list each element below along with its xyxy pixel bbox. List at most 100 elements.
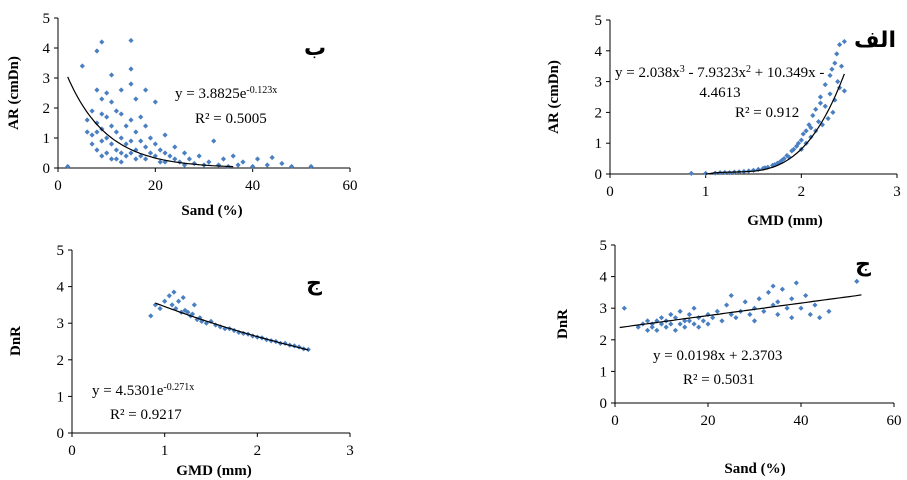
- jim_left-data-point: [282, 340, 288, 346]
- jim_left-r-squared: R² = 0.9217: [110, 407, 182, 423]
- jim_right-data-point: [710, 315, 716, 321]
- jim_right-panel-label: ج: [855, 252, 871, 277]
- jim_right-xtick-label: 60: [887, 413, 902, 429]
- chart-alef-svg: 0 1 2 3 4 5 0 1 2 3 GMD (mm) AR (cmDn) الف y = 2.038x…: [546, 13, 901, 229]
- ba-data-point: [104, 150, 110, 156]
- jim_left-ytick-label: 5: [57, 243, 65, 259]
- jim_right-data-point: [677, 321, 683, 327]
- ba-data-point: [123, 123, 129, 129]
- alef-data-point: [817, 100, 824, 106]
- ba-data-point: [108, 141, 115, 147]
- ba-data-point: [118, 111, 124, 117]
- alef-trendline: [705, 73, 845, 175]
- ba-data-point: [118, 87, 124, 93]
- ba-data-point: [162, 132, 168, 138]
- ba-data-point: [128, 138, 134, 144]
- jim_right-data-point: [761, 308, 767, 314]
- alef-data-point: [777, 159, 783, 165]
- ba-data-point: [128, 150, 134, 156]
- jim_right-data-point: [696, 324, 702, 330]
- ba-data-point: [167, 153, 173, 159]
- alef-xtick-label: 1: [702, 184, 710, 200]
- jim_right-data-point: [817, 315, 823, 321]
- jim_left-data-point: [148, 313, 154, 319]
- ba-data-point: [133, 156, 139, 162]
- alef-data-point: [784, 152, 790, 159]
- ba-data-point: [240, 159, 246, 165]
- alef-data-point: [834, 51, 840, 57]
- ba-data-point: [128, 37, 134, 44]
- jim_right-data-point: [719, 318, 725, 324]
- ba-ytick-label: 1: [43, 131, 51, 147]
- alef-data-point: [827, 91, 833, 97]
- alef-ytick-label: 3: [595, 75, 603, 91]
- ba-data-point: [104, 114, 110, 120]
- alef-data-point: [808, 134, 814, 140]
- jim_right-data-point: [654, 327, 660, 333]
- ba-data-point: [65, 163, 71, 170]
- alef-data-point: [806, 122, 812, 128]
- jim_left-ytick-label: 1: [57, 389, 65, 405]
- ba-data-point: [279, 160, 285, 167]
- ba-data-point: [99, 96, 105, 102]
- ba-y-axis-label: AR (cmDn): [6, 56, 22, 130]
- alef-data-point: [837, 85, 843, 91]
- alef-data-point: [825, 115, 831, 122]
- ba-ytick-label: 2: [43, 101, 51, 117]
- jim_left-ytick-label: 3: [57, 316, 65, 332]
- ba-data-point: [128, 117, 134, 123]
- jim_right-data-point: [728, 292, 734, 299]
- ba-data-point: [108, 72, 115, 78]
- alef-data-point: [781, 156, 787, 162]
- alef-y-axis-label: AR (cmDn): [546, 60, 562, 134]
- jim_left-data-point: [180, 294, 186, 301]
- ba-data-point: [250, 163, 256, 170]
- chart-jim-left-svg: 0 1 2 3 4 5 0 1 2 3 GMD (mm) DnR ج y = 4.5301e-0.271x…: [8, 243, 354, 479]
- chart-ba-svg: 0 1 2 3 4 5 0 20 40 60 Sand (%) AR (cmDn) ب y = 3.882…: [6, 11, 358, 219]
- alef-ytick-label: 4: [595, 44, 603, 60]
- alef-data-point: [810, 112, 816, 119]
- alef-ytick-label: 5: [595, 13, 603, 29]
- ba-data-point: [147, 135, 154, 141]
- ba-data-point: [99, 153, 105, 159]
- ba-data-point: [118, 135, 124, 141]
- jim_left-data-point: [191, 302, 197, 308]
- ba-data-point: [104, 135, 110, 141]
- jim_left-xtick-label: 0: [68, 443, 76, 459]
- alef-data-point: [835, 79, 841, 85]
- ba-data-point: [118, 159, 124, 165]
- jim_left-x-axis-label: GMD (mm): [176, 463, 251, 479]
- jim_right-data-point: [803, 292, 809, 299]
- jim_right-ytick-label: 4: [600, 270, 608, 286]
- alef-data-point: [829, 66, 835, 72]
- ba-xtick-label: 40: [245, 178, 260, 194]
- ba-data-point: [118, 150, 124, 156]
- alef-x-axis-label: GMD (mm): [747, 213, 822, 229]
- alef-ytick-label: 1: [595, 136, 603, 152]
- jim_left-data-point: [162, 298, 168, 304]
- jim_right-data-point: [798, 305, 804, 311]
- ba-data-point: [113, 156, 119, 162]
- alef-data-point: [800, 131, 806, 137]
- jim_right-data-point: [765, 289, 772, 295]
- jim_right-data-point: [789, 296, 795, 302]
- alef-data-point: [822, 103, 828, 109]
- jim_left-data-point: [166, 293, 172, 299]
- jim_right-xtick-label: 20: [701, 413, 716, 429]
- jim_left-data-point: [171, 289, 177, 295]
- ba-data-point: [157, 147, 163, 153]
- jim_left-equation: y = 4.5301e-0.271x: [92, 382, 194, 400]
- jim_right-data-point: [751, 318, 758, 324]
- jim_right-equation: y = 0.0198x + 2.3703: [653, 348, 782, 364]
- jim_right-data-point: [854, 278, 860, 284]
- ba-data-point: [289, 163, 295, 170]
- ba-data-point: [235, 162, 241, 168]
- jim_left-xtick-label: 1: [161, 443, 169, 459]
- ba-data-point: [220, 156, 227, 162]
- ba-data-point: [108, 99, 115, 105]
- jim_right-data-point: [682, 324, 688, 330]
- jim_right-xtick-label: 0: [611, 413, 619, 429]
- ba-data-point: [186, 156, 192, 162]
- jim_right-data-point: [770, 283, 776, 289]
- jim_right-data-point: [672, 327, 679, 333]
